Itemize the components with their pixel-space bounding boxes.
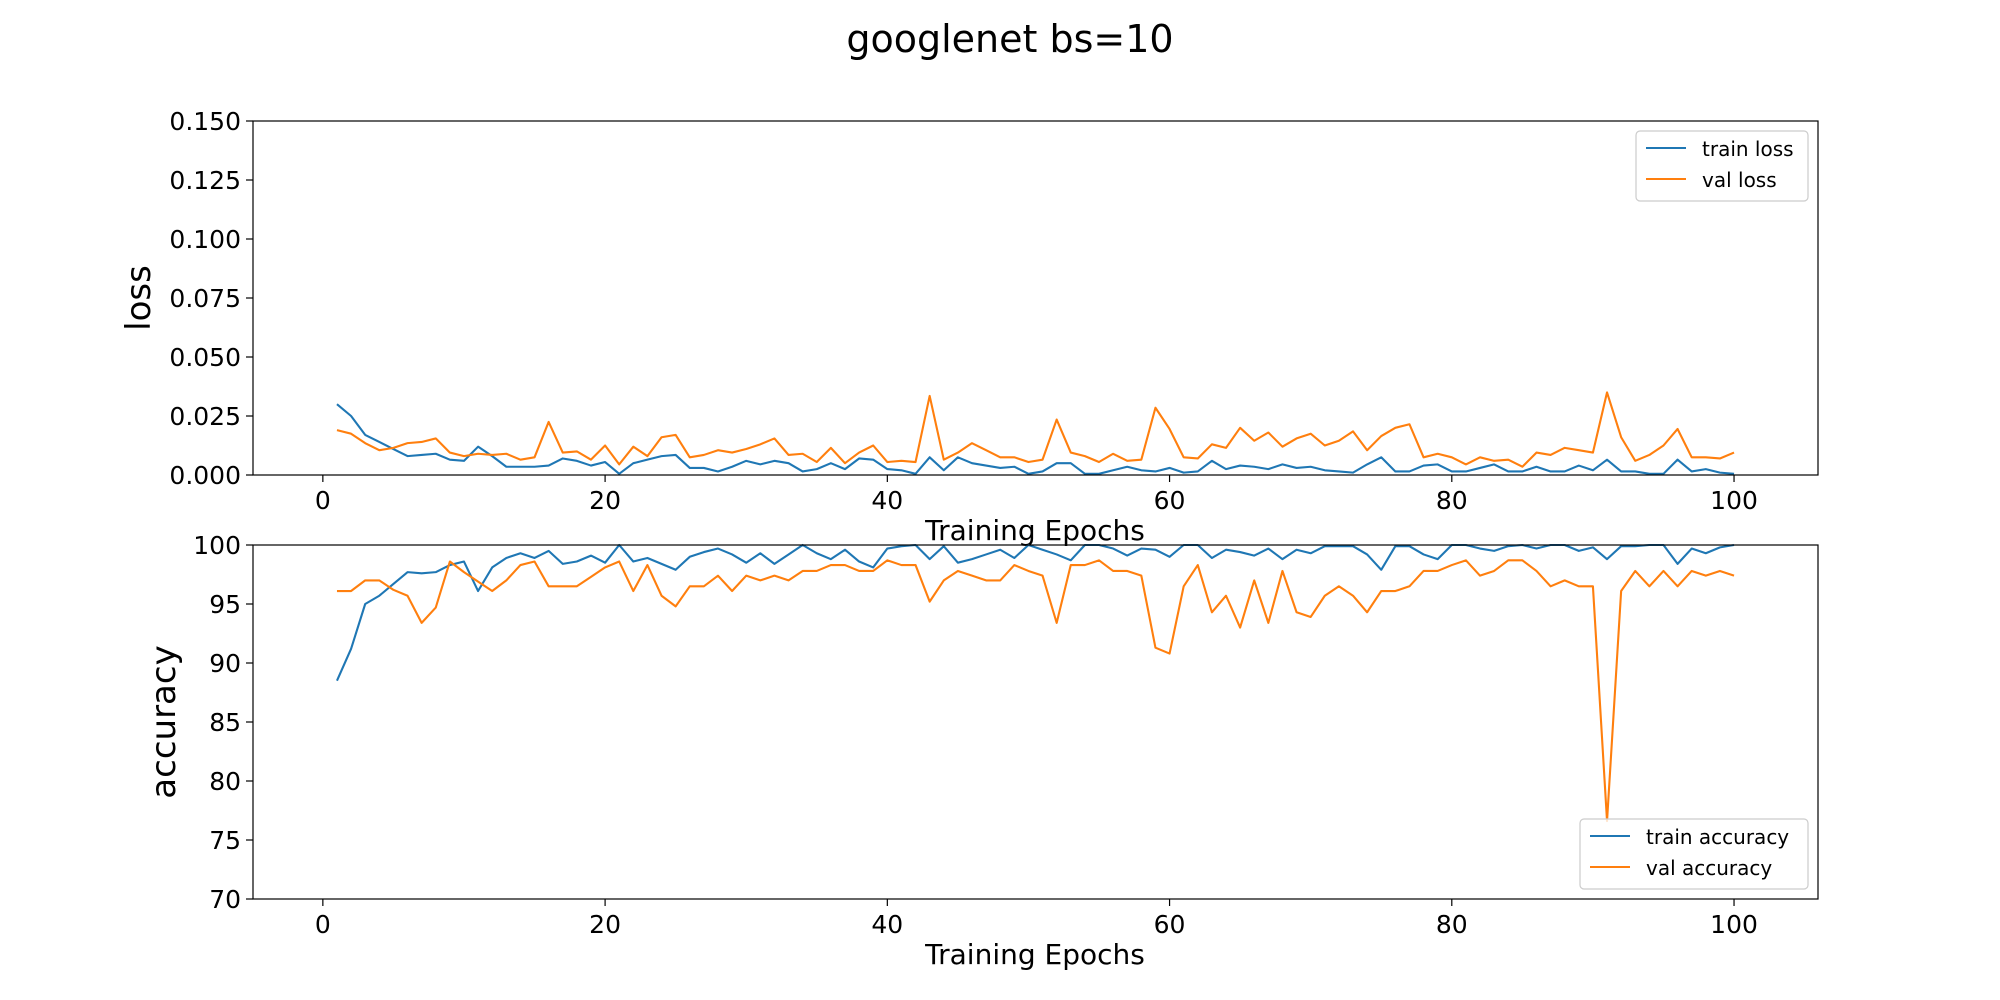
accuracy-y-tick-label: 70 [209, 885, 241, 914]
accuracy-x-tick-label: 40 [871, 910, 903, 939]
accuracy-x-tick-label: 60 [1154, 910, 1186, 939]
loss-x-tick-label: 60 [1154, 486, 1186, 515]
accuracy-legend-box [1579, 818, 1809, 890]
loss-x-axis-label: Training Epochs [924, 514, 1145, 547]
loss-x-tick-label: 40 [871, 486, 903, 515]
loss-y-tick-label: 0.075 [169, 284, 241, 313]
loss-y-tick-label: 0.050 [169, 343, 241, 372]
accuracy-y-tick-label: 95 [209, 590, 241, 619]
loss-x-tick-label: 0 [315, 486, 331, 515]
loss-panel: 0 20 40 60 80 100 0.000 0.025 0.050 0.075 0.100 0.… [119, 107, 1819, 547]
accuracy-x-axis-label: Training Epochs [924, 938, 1145, 971]
accuracy-y-tick-label: 75 [209, 826, 241, 855]
series-line-val-accuracy [336, 559, 1735, 823]
figure-title: googlenet bs=10 [846, 17, 1173, 61]
loss-y-axis-label: loss [119, 265, 159, 331]
accuracy-panel: 0 20 40 60 80 100 70 75 80 85 90 95 100 Training Ep… [144, 531, 1819, 971]
legend-label-val-loss: val loss [1702, 168, 1777, 192]
loss-legend: train loss val loss [1635, 130, 1809, 202]
legend-label-train-loss: train loss [1702, 137, 1794, 161]
accuracy-y-tick-label: 80 [209, 767, 241, 796]
series-line-train-accuracy [336, 543, 1735, 682]
accuracy-y-tick-label: 90 [209, 649, 241, 678]
legend-label-val-accuracy: val accuracy [1646, 856, 1772, 880]
accuracy-legend: train accuracy val accuracy [1579, 818, 1809, 890]
accuracy-x-tick-label: 80 [1436, 910, 1468, 939]
loss-y-tick-label: 0.000 [169, 461, 241, 490]
series-line-val-loss [336, 391, 1735, 468]
accuracy-x-tick-label: 100 [1710, 910, 1758, 939]
accuracy-x-tick-label: 0 [315, 910, 331, 939]
legend-label-train-accuracy: train accuracy [1646, 825, 1789, 849]
loss-x-tick-label: 80 [1436, 486, 1468, 515]
accuracy-y-tick-label: 100 [193, 531, 241, 560]
loss-y-tick-label: 0.125 [169, 166, 241, 195]
accuracy-y-axis-label: accuracy [144, 645, 184, 798]
loss-x-tick-label: 20 [589, 486, 621, 515]
loss-y-tick-label: 0.025 [169, 402, 241, 431]
series-line-train-loss [336, 403, 1735, 475]
loss-y-tick-label: 0.100 [169, 225, 241, 254]
loss-plot-frame [252, 120, 1819, 476]
loss-x-tick-label: 100 [1710, 486, 1758, 515]
accuracy-y-tick-label: 85 [209, 708, 241, 737]
loss-y-tick-label: 0.150 [169, 107, 241, 136]
accuracy-x-tick-label: 20 [589, 910, 621, 939]
